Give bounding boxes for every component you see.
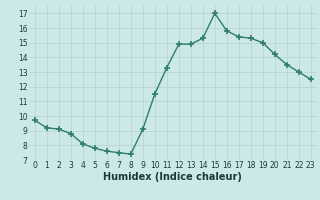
X-axis label: Humidex (Indice chaleur): Humidex (Indice chaleur) <box>103 172 242 182</box>
